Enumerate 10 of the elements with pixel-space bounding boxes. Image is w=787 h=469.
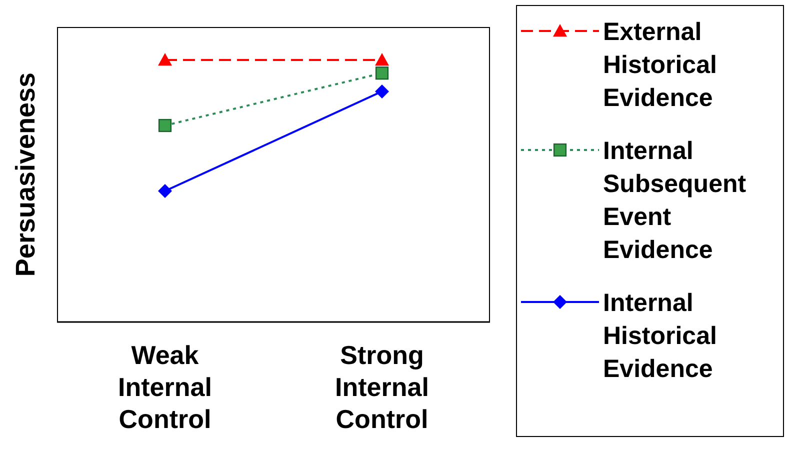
legend-label: External Historical Evidence: [603, 17, 718, 114]
x-tick-label: Weak Internal Control: [118, 340, 212, 434]
point: [375, 84, 389, 98]
y-axis-title: Persuasiveness: [10, 72, 42, 277]
x-tick-label: Strong Internal Control: [335, 340, 429, 434]
point: [375, 66, 389, 80]
point: [158, 118, 172, 132]
legend-label: Internal Historical Evidence: [603, 288, 718, 385]
legend-label: Internal Subsequent Event Evidence: [603, 136, 748, 266]
point: [158, 184, 172, 198]
